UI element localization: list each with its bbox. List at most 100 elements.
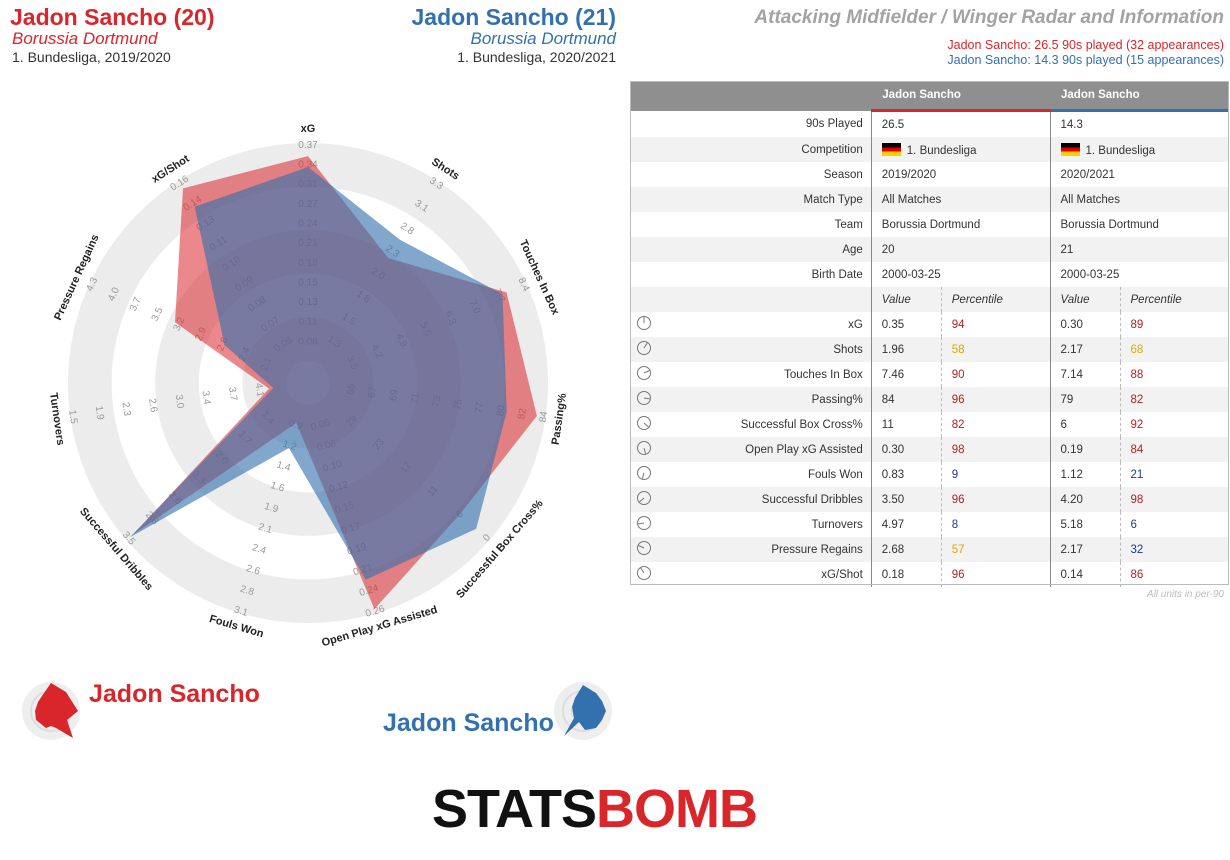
info-row-value: All Matches xyxy=(1049,187,1228,212)
stat-label: xG xyxy=(658,312,872,337)
radar-tick-label: 1.9 xyxy=(93,405,106,421)
stat-percentile-player2: 82 xyxy=(1119,387,1228,412)
stat-row: Successful Dribbles 3.50 96 4.20 98 xyxy=(630,487,1228,512)
stat-row: xG 0.35 94 0.30 89 xyxy=(630,312,1228,337)
info-row-value: Borussia Dortmund xyxy=(1049,212,1228,237)
radar-tick-label: 1.6 xyxy=(269,480,286,495)
info-row-label: Season xyxy=(630,162,872,187)
stat-label: xG/Shot xyxy=(658,562,872,587)
radar-tick-label: 4.1 xyxy=(253,382,266,398)
info-row: Age 20 21 xyxy=(630,237,1228,262)
info-row: 90s Played 26.5 14.3 xyxy=(630,110,1228,138)
stat-percentile-player1: 58 xyxy=(940,337,1051,362)
radar-tick-label: 1.4 xyxy=(275,459,292,474)
info-row-label: Competition xyxy=(630,137,872,162)
radar-tick-label: 1.9 xyxy=(263,501,280,516)
info-row-value: 2000-03-25 xyxy=(871,262,1050,287)
radar-tick-label: 2.6 xyxy=(245,563,262,578)
stat-percentile-player2: 89 xyxy=(1119,312,1228,337)
stat-percentile-player2: 86 xyxy=(1119,562,1228,587)
stat-value-player1: 4.97 xyxy=(881,518,905,531)
metric-gauge-icon xyxy=(630,462,658,487)
stat-value-player2: 1.12 xyxy=(1049,462,1121,487)
stat-row: xG/Shot 0.18 96 0.14 86 xyxy=(630,562,1228,587)
metric-gauge-icon xyxy=(630,387,658,412)
stat-percentile-player2: 88 xyxy=(1119,362,1228,387)
info-row-label: Match Type xyxy=(630,187,872,212)
radar-tick-label: 3.0 xyxy=(173,394,186,410)
info-row-value: 1. Bundesliga xyxy=(1049,137,1228,162)
info-row-label: Birth Date xyxy=(630,262,872,287)
info-value-text: All Matches xyxy=(881,193,942,206)
info-value-text: 26.5 xyxy=(881,118,905,131)
stat-value-player1: 3.50 xyxy=(871,487,942,512)
metric-gauge-icon xyxy=(630,487,658,512)
stat-value-player2: 2.17 xyxy=(1049,337,1121,362)
stat-row: Passing% 84 96 79 82 xyxy=(630,387,1228,412)
stat-value-player2: 0.14 xyxy=(1049,562,1121,587)
stat-value-player2: 0.19 xyxy=(1049,437,1121,462)
info-row-label: Age xyxy=(630,237,872,262)
info-row-value: 1. Bundesliga xyxy=(871,137,1051,162)
stat-value-player2: 2.17 xyxy=(1049,537,1121,562)
radar-metric-label: Passing% xyxy=(550,392,569,445)
subheader-percentile: Percentile xyxy=(940,287,1051,312)
stat-percentile-player1: 94 xyxy=(940,312,1051,337)
stat-percentile-player2: 6 xyxy=(1119,512,1228,537)
info-value-text: 20 xyxy=(881,243,895,256)
metric-gauge-icon xyxy=(630,337,658,362)
metric-gauge-icon xyxy=(630,312,658,337)
stat-label: Touches In Box xyxy=(658,362,872,387)
stat-percentile-player2: 68 xyxy=(1119,337,1228,362)
info-row-value: Borussia Dortmund xyxy=(871,212,1050,237)
stat-row: Touches In Box 7.46 90 7.14 88 xyxy=(630,362,1228,387)
info-row-label: 90s Played xyxy=(630,110,872,137)
info-row: Match Type All Matches All Matches xyxy=(630,187,1228,212)
radar-tick-label: 3.4 xyxy=(199,390,212,406)
stat-percentile-player2: 32 xyxy=(1119,537,1228,562)
germany-flag-icon xyxy=(881,142,901,156)
info-row-value: All Matches xyxy=(871,187,1051,212)
radar-series-2 xyxy=(129,167,507,580)
stat-percentile-player1: 82 xyxy=(940,412,1051,437)
player1-legend-name: Jadon Sancho xyxy=(89,680,260,708)
statsbomb-logo: STATSBOMB xyxy=(432,782,758,836)
info-value-text: 1. Bundesliga xyxy=(1085,144,1156,157)
germany-flag-icon xyxy=(1060,142,1080,156)
metric-gauge-icon xyxy=(630,512,658,537)
logo-text-bomb: BOMB xyxy=(596,779,758,839)
stat-label: Fouls Won xyxy=(658,462,872,487)
stat-percentile-player1: 96 xyxy=(940,487,1051,512)
table-header-player2: Jadon Sancho xyxy=(1050,81,1228,112)
stat-value-player1: 2.68 xyxy=(871,537,942,562)
stat-percentile-player2: 21 xyxy=(1119,462,1228,487)
value-percentile-subheader: Value Percentile Value Percentile xyxy=(630,287,1228,312)
metric-gauge-icon xyxy=(630,437,658,462)
stat-value-player1: 11 xyxy=(881,418,894,431)
info-value-text: 2019/2020 xyxy=(881,168,937,181)
info-row: Team Borussia Dortmund Borussia Dortmund xyxy=(630,212,1228,237)
stat-row: Pressure Regains 2.68 57 2.17 32 xyxy=(630,537,1228,562)
stat-percentile-player1: 9 xyxy=(940,462,1051,487)
radar-tick-label: 2.3 xyxy=(119,402,132,418)
table-header-player1: Jadon Sancho xyxy=(871,81,1051,112)
info-value-text: 2000-03-25 xyxy=(881,268,941,281)
logo-text-stats: STATS xyxy=(432,779,597,839)
stat-percentile-player2: 84 xyxy=(1119,437,1228,462)
stat-value-player2: 7.14 xyxy=(1049,362,1121,387)
info-value-text: 1. Bundesliga xyxy=(906,144,977,157)
info-row-value: 26.5 xyxy=(871,111,1050,138)
stat-value-player1: 0.83 xyxy=(881,468,905,481)
player2-competition: 1. Bundesliga, 2020/2021 xyxy=(457,49,616,65)
stat-row: Shots 1.96 58 2.17 68 xyxy=(630,337,1228,362)
metric-gauge-icon xyxy=(630,362,658,387)
player1-legend-radar-icon xyxy=(22,682,80,740)
info-value-text: 2020/2021 xyxy=(1060,168,1115,181)
info-value-text: 2000-03-25 xyxy=(1060,268,1120,281)
stat-value-player1: 1.96 xyxy=(871,337,942,362)
info-row-value: 14.3 xyxy=(1049,110,1228,137)
radar-tick-label: 3.7 xyxy=(128,295,144,313)
radar-metric-label: Turnovers xyxy=(47,392,66,446)
radar-tick-label: 0 xyxy=(481,532,493,544)
stat-row: Successful Box Cross% 11 82 6 92 xyxy=(630,412,1228,437)
